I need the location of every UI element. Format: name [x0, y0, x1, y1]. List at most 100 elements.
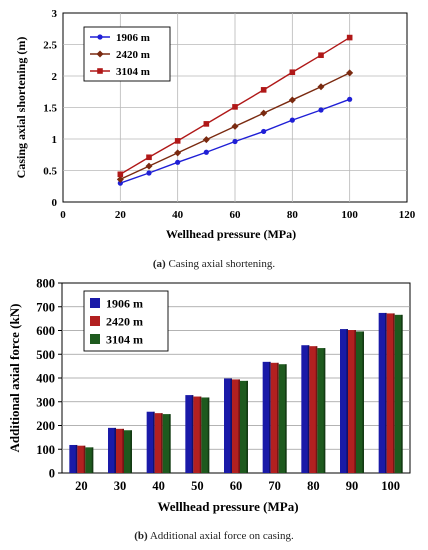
x-tick-label: 30 [114, 479, 127, 493]
x-tick-label: 80 [287, 209, 299, 221]
bar-shade [354, 330, 356, 473]
bar [240, 380, 248, 473]
series-1 [116, 69, 354, 183]
legend-label: 2420 m [106, 315, 143, 329]
x-tick-label: 60 [230, 209, 242, 221]
legend-label: 2420 m [116, 49, 150, 61]
data-point [145, 162, 153, 170]
y-tick-label: 1.5 [43, 103, 57, 115]
y-tick-label: 300 [36, 395, 55, 409]
bar [378, 312, 387, 473]
bar-shade [285, 364, 287, 473]
data-point [116, 175, 124, 183]
bar [185, 395, 194, 473]
caption-b-label: (b) [134, 530, 148, 542]
legend-swatch [90, 298, 100, 308]
bar-shade [191, 395, 194, 473]
bar-shade [269, 361, 271, 473]
data-point [117, 180, 123, 186]
bar-shade [393, 313, 395, 473]
bar [85, 447, 94, 473]
bar-shade [122, 428, 124, 473]
bar [394, 314, 403, 473]
bar-shade [277, 362, 279, 473]
legend-label: 1906 m [116, 32, 150, 44]
bar-shade [401, 314, 403, 473]
y-tick-label: 600 [36, 324, 55, 338]
legend-label: 3104 m [106, 333, 143, 347]
data-point [174, 149, 182, 157]
data-point [231, 122, 239, 130]
x-tick-label: 0 [60, 209, 66, 221]
bar [201, 397, 210, 473]
y-tick-label: 500 [36, 348, 55, 362]
bar-shade [83, 445, 86, 473]
data-point [260, 87, 267, 93]
bar [232, 379, 240, 473]
data-point [289, 69, 296, 76]
data-point [346, 34, 353, 41]
bar-shade [161, 413, 163, 473]
legend-swatch-marker [96, 50, 104, 58]
bar-shade [207, 397, 210, 473]
y-tick-label: 400 [36, 372, 55, 386]
bar [124, 430, 132, 473]
bar-shade [230, 378, 232, 473]
data-point [202, 136, 210, 144]
bar-shade [246, 380, 248, 473]
bar-shade [238, 379, 240, 473]
y-tick-label: 700 [36, 300, 55, 314]
bar [116, 428, 124, 473]
line-chart-casing-shortening: 0 0.5 1 1.5 2 2.5 3 0 20 40 60 80 100 120 Wellhead pre… [14, 8, 416, 241]
legend-swatch [90, 316, 100, 326]
bar-shade [153, 411, 155, 473]
data-point [260, 109, 268, 117]
bar [162, 414, 171, 473]
legend-swatch [90, 334, 100, 344]
y-tick-label: 0 [52, 197, 58, 209]
data-point [174, 138, 181, 144]
y-tick-label: 0 [49, 467, 55, 481]
x-tick-label: 100 [341, 209, 358, 221]
data-point [146, 154, 152, 161]
x-tick-label: 50 [191, 479, 204, 493]
data-point [232, 104, 238, 110]
y-axis-title: Additional axial force (kN) [7, 304, 22, 453]
caption-a: (a) Casing axial shortening. [0, 258, 428, 270]
x-axis-title: Wellhead pressure (MPa) [166, 227, 296, 241]
bar-shade [130, 430, 132, 473]
bar [154, 413, 163, 473]
y-tick-label: 1 [52, 134, 58, 146]
x-tick-label: 80 [307, 479, 320, 493]
data-point [203, 149, 209, 155]
bar [262, 361, 271, 473]
bar-shade [385, 312, 387, 473]
bar-shade [307, 345, 310, 473]
x-tick-label: 60 [230, 479, 243, 493]
data-point [318, 52, 324, 59]
bar [108, 427, 116, 473]
caption-b: (b) Additional axial force on casing. [0, 530, 428, 542]
x-tick-label: 20 [75, 479, 88, 493]
x-tick-label: 40 [152, 479, 165, 493]
y-tick-label: 2.5 [43, 40, 57, 52]
legend-swatch-marker [97, 68, 103, 74]
x-tick-label: 90 [346, 479, 359, 493]
bar [278, 364, 287, 473]
caption-a-label: (a) [152, 258, 166, 270]
bar [356, 331, 364, 473]
data-point [117, 171, 124, 178]
data-point [175, 159, 181, 165]
data-point [261, 128, 267, 135]
x-tick-label: 20 [115, 209, 127, 221]
bar-shade [362, 331, 364, 473]
legend-label: 1906 m [106, 297, 143, 311]
bar-shade [169, 414, 171, 473]
bar [301, 345, 310, 473]
bar-shade [323, 348, 326, 473]
y-tick-label: 3 [52, 8, 58, 20]
bar [77, 445, 86, 473]
bar-chart-additional-axial-force: 0 100 200 300 400 500 600 700 800 20 30 40 50 60 70 80 9… [7, 277, 411, 514]
bar [309, 346, 318, 473]
bar [69, 444, 78, 473]
